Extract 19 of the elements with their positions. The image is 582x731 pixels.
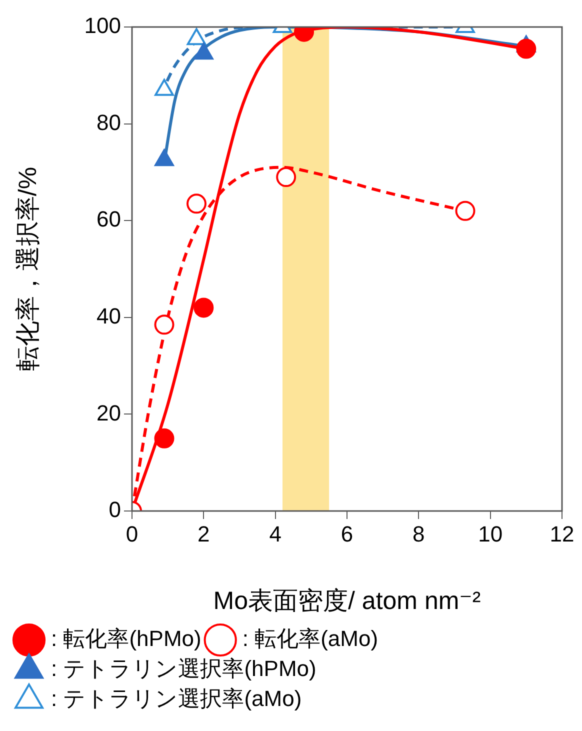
y-axis-title: 転化率，選択率/% bbox=[14, 166, 42, 372]
y-tick-label: 60 bbox=[96, 206, 121, 232]
x-tick-label: 12 bbox=[550, 521, 574, 546]
x-axis-title: Mo表面密度/ atom nm⁻² bbox=[213, 586, 481, 615]
y-tick-label: 0 bbox=[108, 497, 121, 522]
x-tick-label: 2 bbox=[198, 521, 210, 546]
y-tick-label: 40 bbox=[96, 303, 121, 328]
legend-label: : 転化率(aMo) bbox=[242, 626, 378, 652]
y-tick-label: 80 bbox=[96, 110, 121, 135]
y-tick-label: 100 bbox=[84, 13, 121, 38]
x-tick-label: 6 bbox=[340, 521, 354, 546]
y-tick-label: 20 bbox=[96, 400, 121, 426]
legend-label: : テトラリン選択率(hPMo) bbox=[51, 656, 316, 682]
x-tick-label: 10 bbox=[478, 521, 503, 546]
x-tick-label: 0 bbox=[126, 521, 138, 546]
x-tick-label: 4 bbox=[269, 521, 282, 546]
legend-label: : 転化率(hPMo) bbox=[51, 626, 202, 652]
legend-label: : テトラリン選択率(aMo) bbox=[51, 686, 302, 712]
x-tick-label: 8 bbox=[412, 521, 425, 546]
